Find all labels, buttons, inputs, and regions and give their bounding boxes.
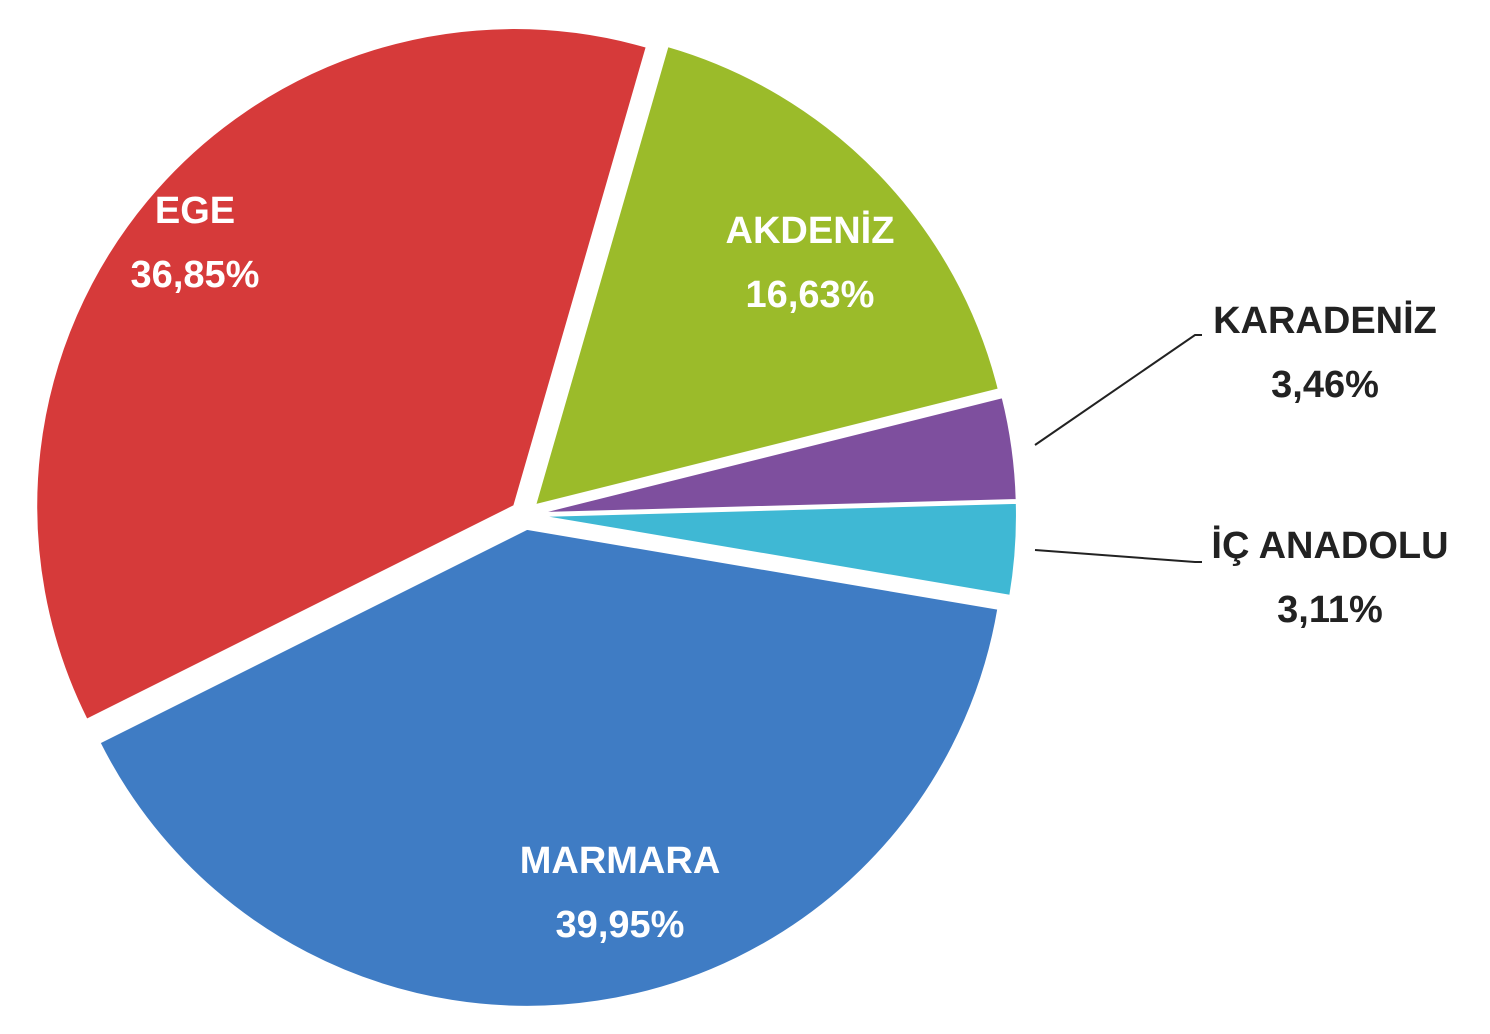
value-label: 16,63% <box>746 274 875 316</box>
slice-label: KARADENİZ <box>1213 300 1437 342</box>
slice-label: AKDENİZ <box>726 210 895 252</box>
slice-label: MARMARA <box>520 840 721 882</box>
leader-line <box>1034 334 1202 446</box>
value-label: 3,11% <box>1277 589 1383 631</box>
slice <box>533 44 1001 507</box>
slice <box>538 395 1018 515</box>
value-label: 3,46% <box>1271 364 1379 406</box>
slice-label: İÇ ANADOLU <box>1211 525 1448 567</box>
slice-label: EGE <box>155 190 235 232</box>
leader-line <box>1034 549 1202 563</box>
slice <box>538 501 1018 598</box>
value-label: 39,95% <box>556 904 685 946</box>
labels: AKDENİZ 16,63% KARADENİZ 3,46% İÇ ANADOLU 3,1… <box>131 190 1449 946</box>
slice <box>98 527 1000 1008</box>
slice <box>35 27 649 722</box>
pie <box>35 27 1018 1008</box>
value-label: 36,85% <box>131 254 260 296</box>
